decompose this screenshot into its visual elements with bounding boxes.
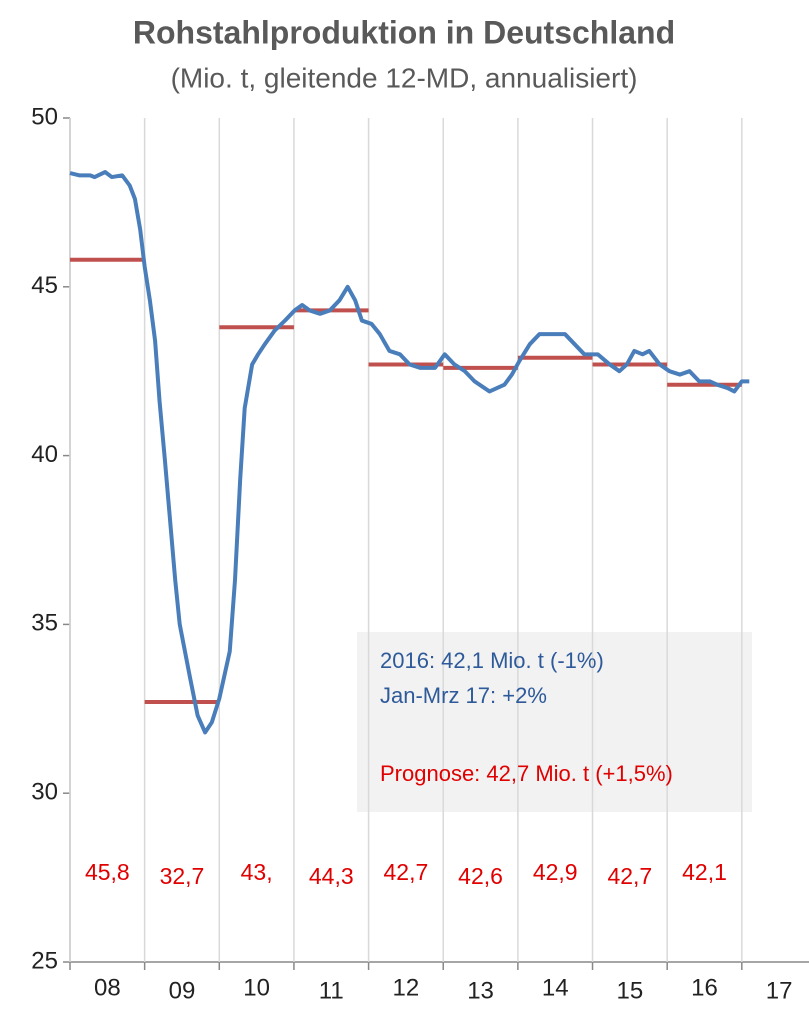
annual-average-label: 42,7 [607,863,652,889]
annual-average-label: 44,3 [309,863,354,889]
annotation-box [357,632,752,812]
chart-subtitle: (Mio. t, gleitende 12-MD, annualisiert) [171,62,638,93]
y-tick-label: 45 [31,272,58,299]
y-tick-label: 50 [31,103,58,130]
annual-average-label: 32,7 [160,863,205,889]
line-series [69,170,750,735]
x-tick-label: 17 [766,977,793,1004]
x-tick-label: 15 [616,977,643,1004]
x-tick-label: 10 [243,974,270,1001]
chart-title: Rohstahlproduktion in Deutschland [133,14,675,50]
annual-average-label: 42,1 [682,859,727,885]
x-tick-label: 16 [691,974,718,1001]
x-tick-label: 08 [94,974,121,1001]
annotation: Jan-Mrz 17: +2% [380,683,547,708]
x-tick-label: 14 [542,974,569,1001]
annual-average-label: 42,9 [533,859,578,885]
x-tick-label: 13 [467,977,494,1004]
annotation: 2016: 42,1 Mio. t (-1%) [380,648,604,673]
x-tick-label: 12 [393,974,420,1001]
annual-average-label: 42,7 [384,859,429,885]
x-tick-label: 09 [169,977,196,1004]
annual-average-label: 42,6 [458,863,503,889]
x-tick-label: 11 [319,977,344,1004]
annual-average-label: 43, [241,859,273,885]
annual-average-label: 45,8 [85,859,130,885]
y-tick-label: 25 [31,947,58,974]
y-tick-label: 40 [31,441,58,468]
y-tick-label: 35 [31,610,58,637]
y-tick-label: 30 [31,779,58,806]
annotation: Prognose: 42,7 Mio. t (+1,5%) [380,761,673,786]
